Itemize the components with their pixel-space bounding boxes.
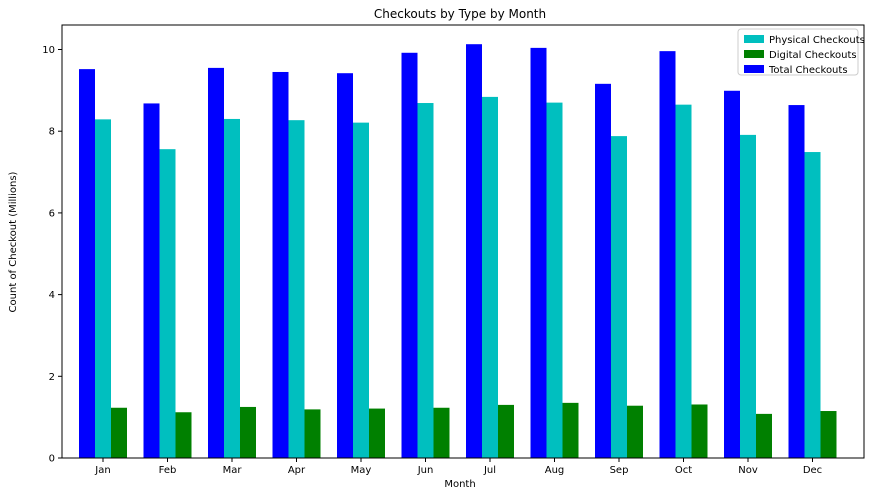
bar-digital-checkouts-sep [627,405,643,458]
bar-total-checkouts-jul [466,44,482,458]
bar-physical-checkouts-mar [224,118,240,459]
y-axis-label: Count of Checkout (Millions) [8,171,19,312]
bar-digital-checkouts-mar [240,406,256,458]
bar-digital-checkouts-jul [498,404,514,458]
bar-total-checkouts-sep [595,83,611,459]
bar-digital-checkouts-jun [433,407,450,458]
bar-digital-checkouts-dec [820,411,837,458]
x-tick-label: May [351,465,372,476]
x-tick-label: Apr [288,465,306,476]
bar-total-checkouts-feb [143,103,160,459]
bar-physical-checkouts-sep [611,136,627,458]
chart-title: Checkouts by Type by Month [374,7,546,21]
legend: Physical Checkouts Digital Checkouts Total… [737,28,865,76]
bar-physical-checkouts-jul [482,96,498,458]
bar-physical-checkouts-jan [95,119,111,458]
x-tick-label: Aug [545,465,565,476]
bars-layer [79,44,837,459]
bar-physical-checkouts-feb [159,149,176,458]
bar-physical-checkouts-dec [804,152,821,458]
bar-total-checkouts-may [337,73,353,458]
bar-digital-checkouts-apr [304,409,321,458]
x-tick-label: Jan [94,465,110,476]
legend-label: Digital Checkouts [769,50,857,61]
x-tick-label: Mar [223,465,243,476]
bar-physical-checkouts-aug [546,102,563,458]
x-tick-label: Sep [610,465,629,476]
x-axis-label: Month [444,479,475,490]
bar-digital-checkouts-oct [691,404,708,458]
y-tick-label: 8 [49,127,55,138]
x-tick-label: Jul [483,465,496,476]
legend-swatch [744,50,764,58]
bar-physical-checkouts-oct [675,104,692,458]
legend-swatch [744,35,764,43]
bar-physical-checkouts-may [353,122,369,458]
bar-digital-checkouts-feb [175,412,192,458]
bar-total-checkouts-oct [659,51,676,458]
plot-frame [61,24,865,459]
bar-digital-checkouts-may [369,408,385,458]
y-tick-label: 0 [49,454,55,465]
x-tick-label: Nov [738,465,758,476]
bar-total-checkouts-mar [208,67,224,458]
x-tick-label: Jun [417,465,434,476]
y-tick-label: 10 [42,45,55,56]
y-tick-label: 4 [49,290,55,301]
y-tick-label: 2 [49,372,55,383]
x-tick-label: Feb [159,465,177,476]
bar-total-checkouts-jun [401,52,418,459]
legend-label: Total Checkouts [768,65,848,76]
legend-label: Physical Checkouts [769,35,865,46]
x-tick-label: Dec [803,465,822,476]
bar-digital-checkouts-nov [756,413,772,458]
bar-total-checkouts-apr [272,71,289,459]
bar-physical-checkouts-jun [417,103,434,458]
bar-physical-checkouts-nov [740,134,756,458]
bar-total-checkouts-dec [788,105,805,458]
legend-swatch [744,65,764,73]
axes-layer: 0 2 4 6 8 10 Jan Feb Mar Apr May Jun Jul Aug Sep Oct Nov… [42,24,865,476]
bar-digital-checkouts-aug [562,402,579,458]
legend-box [737,28,859,76]
bar-total-checkouts-nov [724,90,740,459]
bar-physical-checkouts-apr [288,120,305,459]
y-tick-label: 6 [49,208,55,219]
bar-digital-checkouts-jan [111,407,127,458]
bar-total-checkouts-aug [530,47,547,458]
bar-total-checkouts-jan [79,69,95,459]
x-tick-label: Oct [675,465,692,476]
